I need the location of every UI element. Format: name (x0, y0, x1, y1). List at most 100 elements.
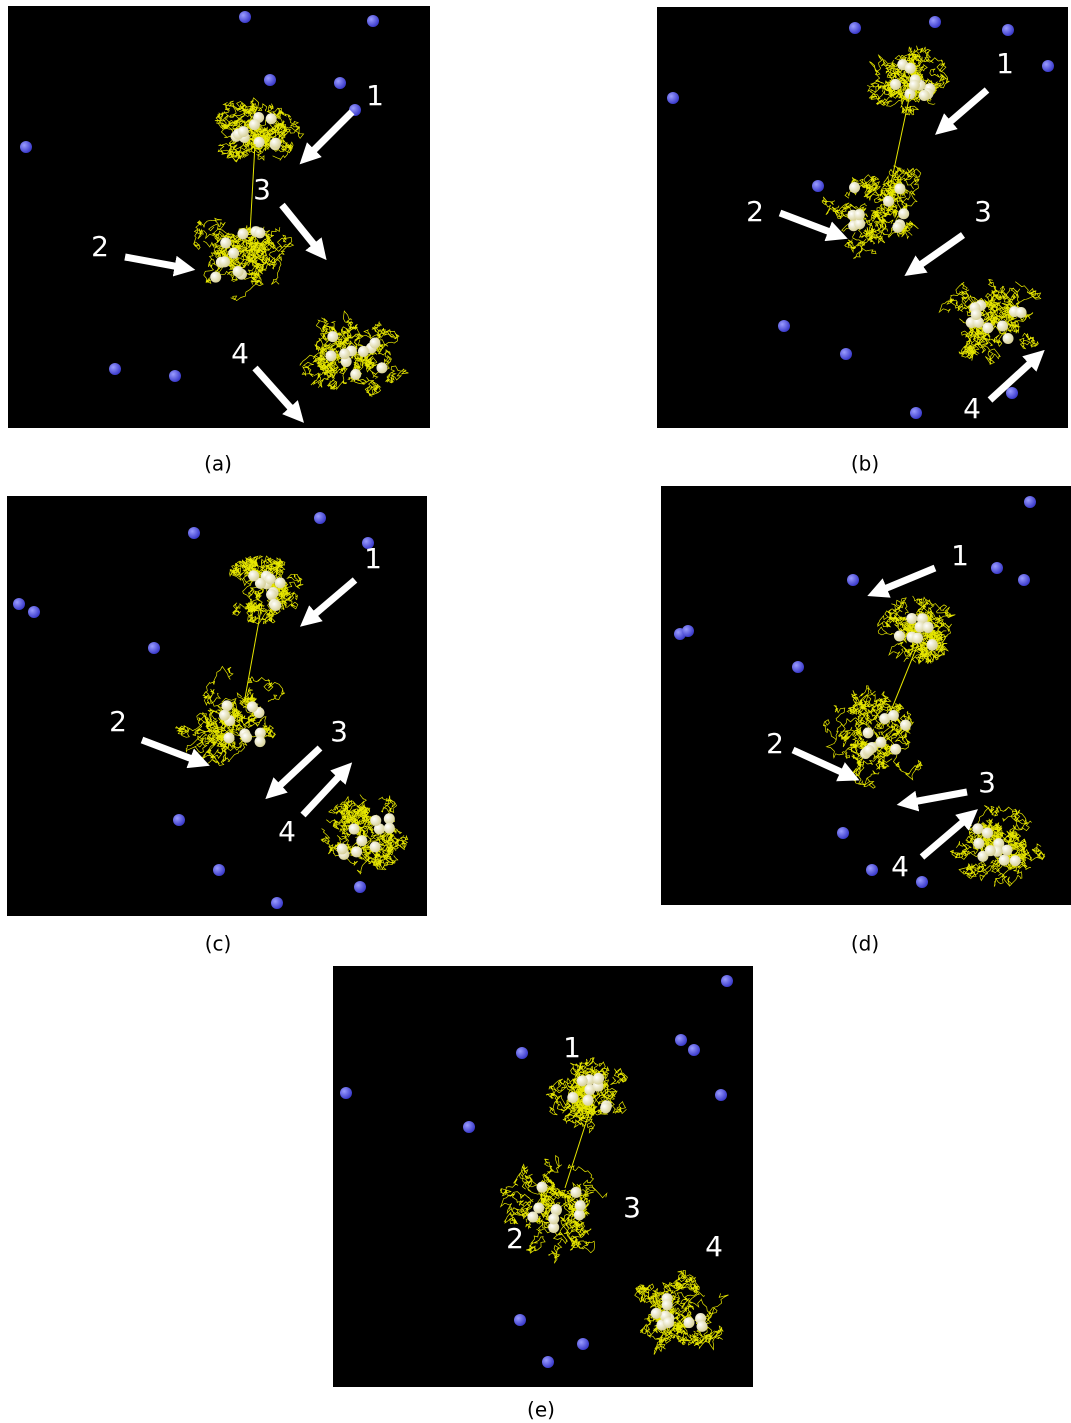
cluster-label: 3 (978, 766, 996, 799)
cluster-label: 1 (563, 1031, 581, 1064)
bead (237, 228, 248, 239)
bead (275, 577, 286, 588)
bead (233, 266, 244, 277)
bead (369, 338, 380, 349)
bead (909, 80, 920, 91)
cluster-label: 3 (974, 195, 992, 228)
cluster-label: 1 (364, 542, 382, 575)
bead (248, 570, 259, 581)
cluster-label: 2 (91, 230, 109, 263)
ion (792, 661, 804, 673)
ion (13, 598, 25, 610)
bead (325, 350, 336, 361)
bead (900, 720, 911, 731)
bead (270, 138, 281, 149)
bead (905, 63, 916, 74)
ion (213, 864, 225, 876)
bead (327, 331, 338, 342)
bead (577, 1075, 588, 1086)
bead (370, 815, 381, 826)
ion (837, 827, 849, 839)
bead (912, 633, 923, 644)
bead (339, 348, 350, 359)
cluster-label: 2 (746, 195, 764, 228)
panel-caption: (b) (851, 452, 879, 476)
bead (997, 320, 1008, 331)
cluster-label: 4 (705, 1230, 723, 1263)
bead (684, 1317, 695, 1328)
bead (575, 1200, 586, 1211)
bead (1016, 307, 1027, 318)
bead (265, 573, 276, 584)
bead (270, 600, 281, 611)
panel: 1234 (657, 7, 1068, 428)
ion (514, 1314, 526, 1326)
bead (972, 823, 983, 834)
panel-caption: (d) (851, 932, 879, 956)
bead (219, 710, 230, 721)
cluster-label: 4 (891, 850, 909, 883)
cluster-label: 3 (253, 173, 271, 206)
ion (173, 814, 185, 826)
bead (1010, 855, 1021, 866)
ion (1018, 574, 1030, 586)
ion (188, 527, 200, 539)
bead (919, 90, 930, 101)
ion (28, 606, 40, 618)
bead (888, 710, 899, 721)
panel-caption: (e) (527, 1398, 555, 1422)
cluster-label: 1 (951, 539, 969, 572)
bead (210, 272, 221, 283)
bead (923, 622, 934, 633)
ion (148, 642, 160, 654)
bead (570, 1187, 581, 1198)
ion (463, 1121, 475, 1133)
cluster-label: 3 (623, 1191, 641, 1224)
bead (527, 1211, 538, 1222)
bead (863, 745, 874, 756)
bead (863, 727, 874, 738)
bead (349, 824, 360, 835)
ion (264, 74, 276, 86)
bead (351, 846, 362, 857)
bead (662, 1300, 673, 1311)
panel: 1234 (8, 6, 430, 428)
ion (675, 1034, 687, 1046)
bead (370, 841, 381, 852)
ion (169, 370, 181, 382)
ion (340, 1087, 352, 1099)
bead (883, 196, 894, 207)
bead (350, 369, 361, 380)
bead (985, 845, 996, 856)
ion (812, 180, 824, 192)
ion (840, 348, 852, 360)
ion (516, 1047, 528, 1059)
cluster-label: 4 (278, 815, 296, 848)
panel-caption: (a) (204, 452, 232, 476)
bead (266, 589, 277, 600)
bead (247, 701, 258, 712)
bead (548, 1213, 559, 1224)
bead (593, 1074, 604, 1085)
ion (354, 881, 366, 893)
bead (892, 222, 903, 233)
bead (356, 835, 367, 846)
cluster-label: 3 (330, 715, 348, 748)
bead (894, 631, 905, 642)
bead (266, 113, 277, 124)
cluster-label: 2 (109, 705, 127, 738)
bead (384, 823, 395, 834)
ion (910, 407, 922, 419)
ion (20, 141, 32, 153)
ion (991, 562, 1003, 574)
bead (849, 182, 860, 193)
bead (927, 639, 938, 650)
ion (682, 625, 694, 637)
ion (929, 16, 941, 28)
bead (973, 838, 984, 849)
ion (109, 363, 121, 375)
ion (688, 1044, 700, 1056)
ion (1006, 387, 1018, 399)
bead (255, 736, 266, 747)
